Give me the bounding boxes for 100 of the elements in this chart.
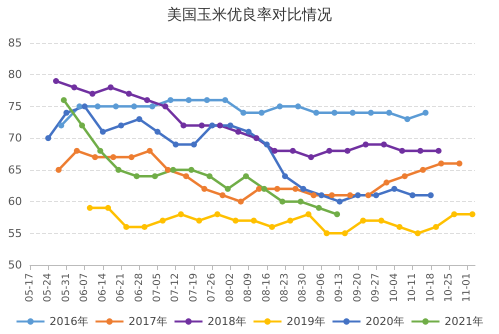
point bbox=[172, 141, 179, 148]
point bbox=[258, 110, 265, 116]
point bbox=[438, 160, 444, 167]
point bbox=[404, 116, 410, 122]
point bbox=[298, 198, 304, 205]
point bbox=[136, 116, 142, 122]
point bbox=[310, 192, 317, 198]
point bbox=[86, 204, 93, 211]
point bbox=[386, 110, 392, 116]
x-tick-label: 06-07 bbox=[79, 273, 90, 302]
legend-label: 2018年 bbox=[208, 315, 247, 328]
x-tick-label: 05-17 bbox=[24, 273, 36, 302]
point bbox=[220, 192, 226, 198]
point bbox=[347, 192, 354, 198]
y-tick-label: 70 bbox=[8, 132, 22, 145]
x-tick-label: 06-21 bbox=[116, 273, 127, 302]
point bbox=[287, 218, 294, 224]
x-tick-label: 06-28 bbox=[134, 273, 145, 302]
point bbox=[256, 186, 262, 192]
point bbox=[362, 141, 369, 148]
y-tick-label: 60 bbox=[8, 195, 22, 208]
point bbox=[432, 224, 439, 230]
point bbox=[240, 110, 246, 116]
point bbox=[178, 211, 184, 218]
x-tick-label: 10-04 bbox=[388, 273, 400, 302]
point bbox=[188, 166, 194, 173]
x-tick-label: 08-23 bbox=[280, 273, 291, 302]
point bbox=[238, 198, 244, 205]
point bbox=[436, 148, 442, 154]
point bbox=[334, 211, 340, 218]
x-tick-label: 08-16 bbox=[261, 273, 272, 302]
point bbox=[94, 103, 101, 110]
legend-label: 2016年 bbox=[50, 315, 89, 328]
point bbox=[243, 173, 249, 180]
point bbox=[71, 84, 78, 90]
point bbox=[108, 84, 114, 90]
point bbox=[224, 186, 231, 192]
point bbox=[328, 192, 335, 198]
x-tick-label: 08-30 bbox=[298, 273, 309, 302]
point bbox=[128, 154, 134, 160]
y-tick-label: 85 bbox=[8, 36, 22, 50]
point bbox=[112, 103, 119, 110]
point bbox=[170, 166, 176, 173]
legend-label: 2020年 bbox=[365, 315, 404, 328]
point bbox=[253, 135, 260, 142]
point bbox=[300, 186, 306, 192]
point bbox=[60, 97, 67, 104]
point bbox=[214, 211, 220, 218]
point bbox=[313, 110, 320, 116]
point bbox=[308, 154, 314, 160]
point bbox=[428, 192, 434, 198]
point bbox=[79, 122, 86, 128]
x-tick-label: 08-09 bbox=[243, 273, 254, 302]
point bbox=[295, 103, 302, 110]
point bbox=[168, 97, 174, 104]
legend-label: 2017年 bbox=[128, 315, 168, 328]
x-tick-label: 05-31 bbox=[60, 273, 72, 302]
point bbox=[318, 192, 324, 198]
point bbox=[144, 97, 150, 104]
x-tick-label: 07-05 bbox=[152, 273, 164, 302]
point bbox=[149, 103, 156, 110]
point bbox=[384, 180, 390, 186]
legend-label: 2021年 bbox=[444, 315, 484, 328]
point bbox=[123, 224, 130, 230]
point bbox=[324, 230, 330, 236]
point bbox=[264, 141, 270, 148]
point bbox=[360, 218, 366, 224]
point bbox=[162, 103, 168, 110]
point bbox=[250, 218, 257, 224]
point bbox=[274, 186, 280, 192]
legend-label: 2019年 bbox=[286, 315, 326, 328]
point bbox=[204, 97, 210, 104]
point bbox=[354, 192, 361, 198]
x-tick-label: 09-20 bbox=[352, 273, 364, 302]
point bbox=[216, 122, 223, 128]
y-tick-label: 75 bbox=[8, 100, 22, 113]
point bbox=[100, 128, 106, 135]
point bbox=[396, 224, 403, 230]
point bbox=[279, 198, 286, 205]
point bbox=[292, 186, 298, 192]
point bbox=[282, 173, 288, 180]
point bbox=[399, 148, 406, 154]
point bbox=[331, 110, 338, 116]
x-tick-label: 07-26 bbox=[206, 273, 218, 302]
y-tick-label: 50 bbox=[8, 258, 22, 272]
point bbox=[186, 97, 192, 104]
point bbox=[365, 192, 372, 198]
point bbox=[154, 128, 161, 135]
point bbox=[74, 148, 80, 154]
point bbox=[378, 218, 384, 224]
point bbox=[110, 154, 116, 160]
point bbox=[180, 122, 187, 128]
point bbox=[373, 192, 380, 198]
point bbox=[276, 103, 283, 110]
point bbox=[152, 173, 158, 180]
point bbox=[190, 141, 197, 148]
point bbox=[272, 148, 278, 154]
point bbox=[63, 110, 70, 116]
point bbox=[305, 211, 312, 218]
y-tick-label: 80 bbox=[8, 68, 22, 82]
